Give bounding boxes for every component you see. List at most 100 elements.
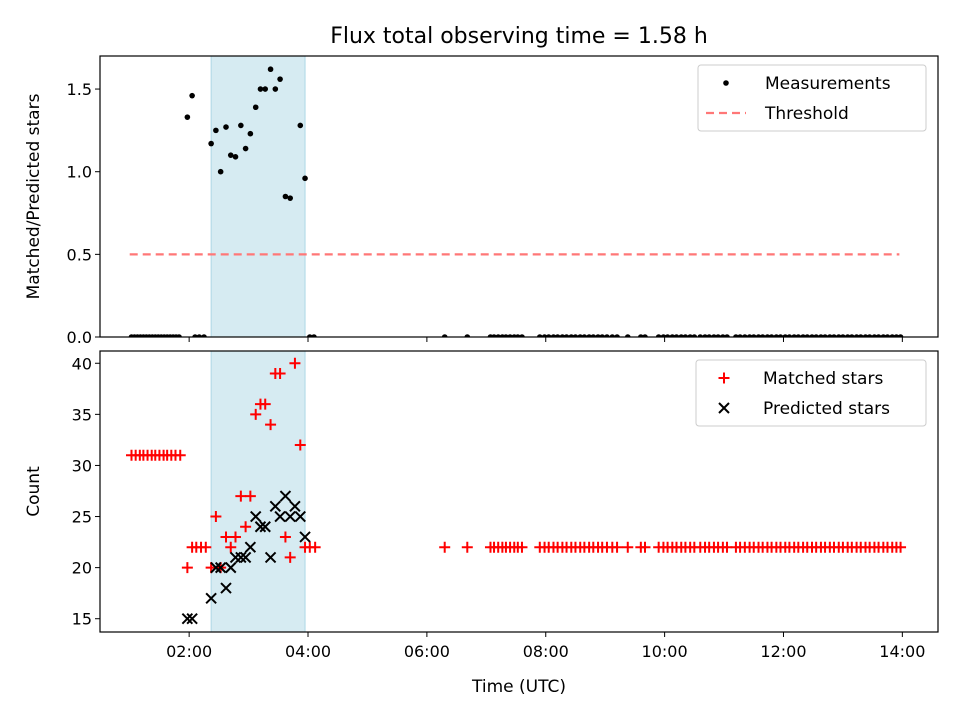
measurement-point — [507, 334, 513, 337]
measurement-point — [862, 334, 869, 337]
measurement-point — [559, 334, 566, 337]
measurement-point — [804, 334, 811, 337]
legend-marker-predicted — [718, 402, 730, 414]
measurement-point — [464, 334, 471, 337]
legend-marker-measurements — [723, 80, 729, 86]
axes-frame — [99, 55, 939, 338]
matched-star-point — [516, 541, 528, 553]
top-panel: 0.0 0.5 1.0 1.5 Matched/Predicted stars Measu… — [24, 55, 939, 347]
measurement-point — [201, 334, 207, 337]
x-tick-label: 14:00 — [879, 642, 925, 661]
matched-star-point — [174, 449, 186, 461]
measurement-point — [737, 334, 743, 337]
measurement-point — [777, 334, 784, 337]
measurement-point — [791, 334, 797, 337]
y-tick-label: 0.5 — [67, 245, 92, 264]
matched-star-point — [289, 357, 301, 369]
measurement-point — [223, 124, 229, 130]
x-tick-label: 06:00 — [404, 642, 450, 661]
measurement-point — [822, 334, 828, 337]
measurement-point — [733, 334, 739, 337]
matched-star-point — [240, 521, 252, 533]
matched-star-point — [265, 419, 277, 431]
y-tick-label: 20 — [72, 559, 92, 578]
measurement-point — [624, 334, 631, 337]
measurement-point — [267, 66, 274, 73]
matched-star-point — [294, 439, 306, 451]
legend-label: Matched stars — [763, 369, 883, 389]
predicted-star-point — [289, 500, 301, 513]
measurement-point — [550, 334, 557, 337]
y-tick-label: 15 — [72, 610, 92, 629]
measurement-point — [809, 334, 815, 337]
predicted-star-point — [279, 490, 292, 502]
measurement-point — [272, 86, 279, 92]
measurement-point — [897, 334, 904, 337]
measurement-point — [835, 334, 842, 337]
measurement-point — [577, 334, 584, 337]
measurement-point — [682, 334, 689, 337]
measurement-point — [742, 334, 748, 337]
measurement-point — [277, 76, 283, 82]
predicted-star-point — [225, 561, 237, 574]
measurement-point — [773, 334, 780, 337]
measurement-point — [893, 334, 900, 337]
matched-star-point — [230, 531, 242, 543]
matched-star-point — [200, 541, 212, 553]
predicted-star-point — [244, 541, 257, 553]
matched-star-point — [210, 511, 222, 523]
measurement-point — [247, 130, 254, 137]
measurement-point — [880, 334, 887, 337]
measurement-point — [853, 334, 860, 337]
measurement-point — [638, 334, 644, 337]
measurement-point — [711, 334, 717, 337]
measurement-point — [755, 334, 762, 337]
legend: Measurements Threshold — [697, 64, 927, 132]
measurement-point — [495, 334, 501, 337]
measurement-point — [759, 334, 766, 337]
x-axis-label: Time (UTC) — [471, 677, 566, 697]
measurement-point — [595, 334, 601, 337]
measurement-point — [642, 334, 648, 337]
legend-label: Predicted stars — [763, 399, 890, 419]
predicted-star-point — [186, 613, 198, 625]
measurement-point — [252, 104, 259, 111]
axes-frame — [99, 350, 939, 633]
measurement-point — [604, 334, 610, 337]
measurement-point — [664, 334, 671, 337]
x-tick-label: 08:00 — [523, 642, 569, 661]
measurement-point — [724, 334, 730, 337]
legend-box — [697, 64, 927, 132]
matched-star-point — [309, 541, 321, 553]
matched-star-point — [611, 541, 623, 553]
measurement-point — [287, 195, 293, 201]
predicted-star-point — [254, 521, 267, 533]
matched-star-point — [250, 408, 262, 420]
measurement-point — [282, 193, 289, 200]
predicted-star-point — [294, 510, 306, 523]
legend-label: Threshold — [764, 104, 849, 124]
matched-star-point — [225, 541, 237, 553]
y-tick-label: 35 — [72, 405, 92, 424]
measurement-point — [691, 334, 698, 337]
measurement-point — [599, 334, 606, 337]
measurement-point — [715, 334, 721, 337]
chart-title: Flux total observing time = 1.58 h — [330, 24, 708, 49]
x-tick-label: 04:00 — [285, 642, 331, 661]
y-axis-label: Matched/Predicted stars — [24, 93, 44, 299]
measurement-point — [586, 334, 592, 337]
measurement-point — [884, 334, 891, 337]
matched-star-point — [439, 541, 451, 553]
matched-star-point — [181, 562, 193, 574]
predicted-star-point — [259, 521, 271, 533]
measurement-point — [702, 334, 708, 337]
measurement-point — [192, 334, 198, 337]
measurement-point — [503, 334, 509, 337]
measurement-point — [176, 334, 182, 337]
matched-star-point — [895, 541, 907, 553]
measurement-point — [590, 334, 597, 337]
measurement-point — [302, 175, 308, 182]
measurement-point — [800, 334, 806, 337]
measurement-point — [297, 122, 304, 129]
